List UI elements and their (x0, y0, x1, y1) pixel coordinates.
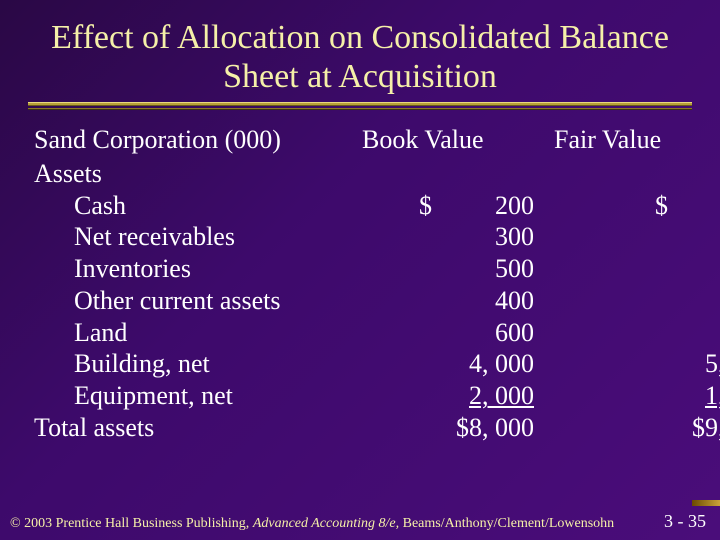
footer-copyright: © 2003 Prentice Hall Business Publishing… (10, 516, 253, 532)
row-fv: 5, 000 (590, 348, 720, 380)
footer-page: 3 - 35 (664, 511, 706, 532)
col-header-book: Book Value (354, 124, 554, 156)
slide-body: Sand Corporation (000) Book Value Fair V… (28, 120, 692, 443)
total-row: Total assets $8, 000 $9, 000 (34, 412, 686, 444)
row-bv: 500 (354, 253, 534, 285)
slide-title: Effect of Allocation on Consolidated Bal… (28, 18, 692, 96)
row-bv: 400 (354, 285, 534, 317)
row-fv: 1, 700 (590, 380, 720, 412)
total-fv: $9, 000 (590, 412, 720, 444)
slide: Effect of Allocation on Consolidated Bal… (0, 0, 720, 540)
table-row: Equipment, net 2, 000 1, 700 (34, 380, 686, 412)
row-fv: 800 (590, 317, 720, 349)
table-row: Other current assets 400 400 (34, 285, 686, 317)
table-row: Building, net 4, 000 5, 000 (34, 348, 686, 380)
row-label: Building, net (34, 348, 354, 380)
row-fv: $ 200 (590, 190, 720, 222)
assets-heading-row: Assets (34, 158, 686, 190)
row-bv: 2, 000 (354, 380, 534, 412)
slide-footer: © 2003 Prentice Hall Business Publishing… (0, 511, 720, 532)
row-fv: 400 (590, 285, 720, 317)
row-label: Land (34, 317, 354, 349)
footer-book: Advanced Accounting 8/e, (253, 516, 403, 532)
row-bv: $ 200 (354, 190, 534, 222)
col-header-fair: Fair Value (554, 124, 686, 156)
table-row: Inventories 500 600 (34, 253, 686, 285)
row-fv: 300 (590, 221, 720, 253)
row-label: Net receivables (34, 221, 354, 253)
table-row: Land 600 800 (34, 317, 686, 349)
row-fv: 600 (590, 253, 720, 285)
title-divider (28, 102, 692, 110)
slide-edge-mark (692, 500, 720, 506)
row-bv: 4, 000 (354, 348, 534, 380)
row-label: Cash (34, 190, 354, 222)
row-bv: 300 (354, 221, 534, 253)
table-row: Net receivables 300 300 (34, 221, 686, 253)
assets-label: Assets (34, 158, 354, 190)
row-label: Equipment, net (34, 380, 354, 412)
row-bv: 600 (354, 317, 534, 349)
row-label: Other current assets (34, 285, 354, 317)
table-header-row: Sand Corporation (000) Book Value Fair V… (34, 124, 686, 156)
row-label: Inventories (34, 253, 354, 285)
company-label: Sand Corporation (000) (34, 124, 354, 156)
footer-authors: Beams/Anthony/Clement/Lowensohn (403, 516, 615, 532)
table-row: Cash $ 200 $ 200 (34, 190, 686, 222)
total-bv: $8, 000 (354, 412, 534, 444)
total-label: Total assets (34, 412, 354, 444)
